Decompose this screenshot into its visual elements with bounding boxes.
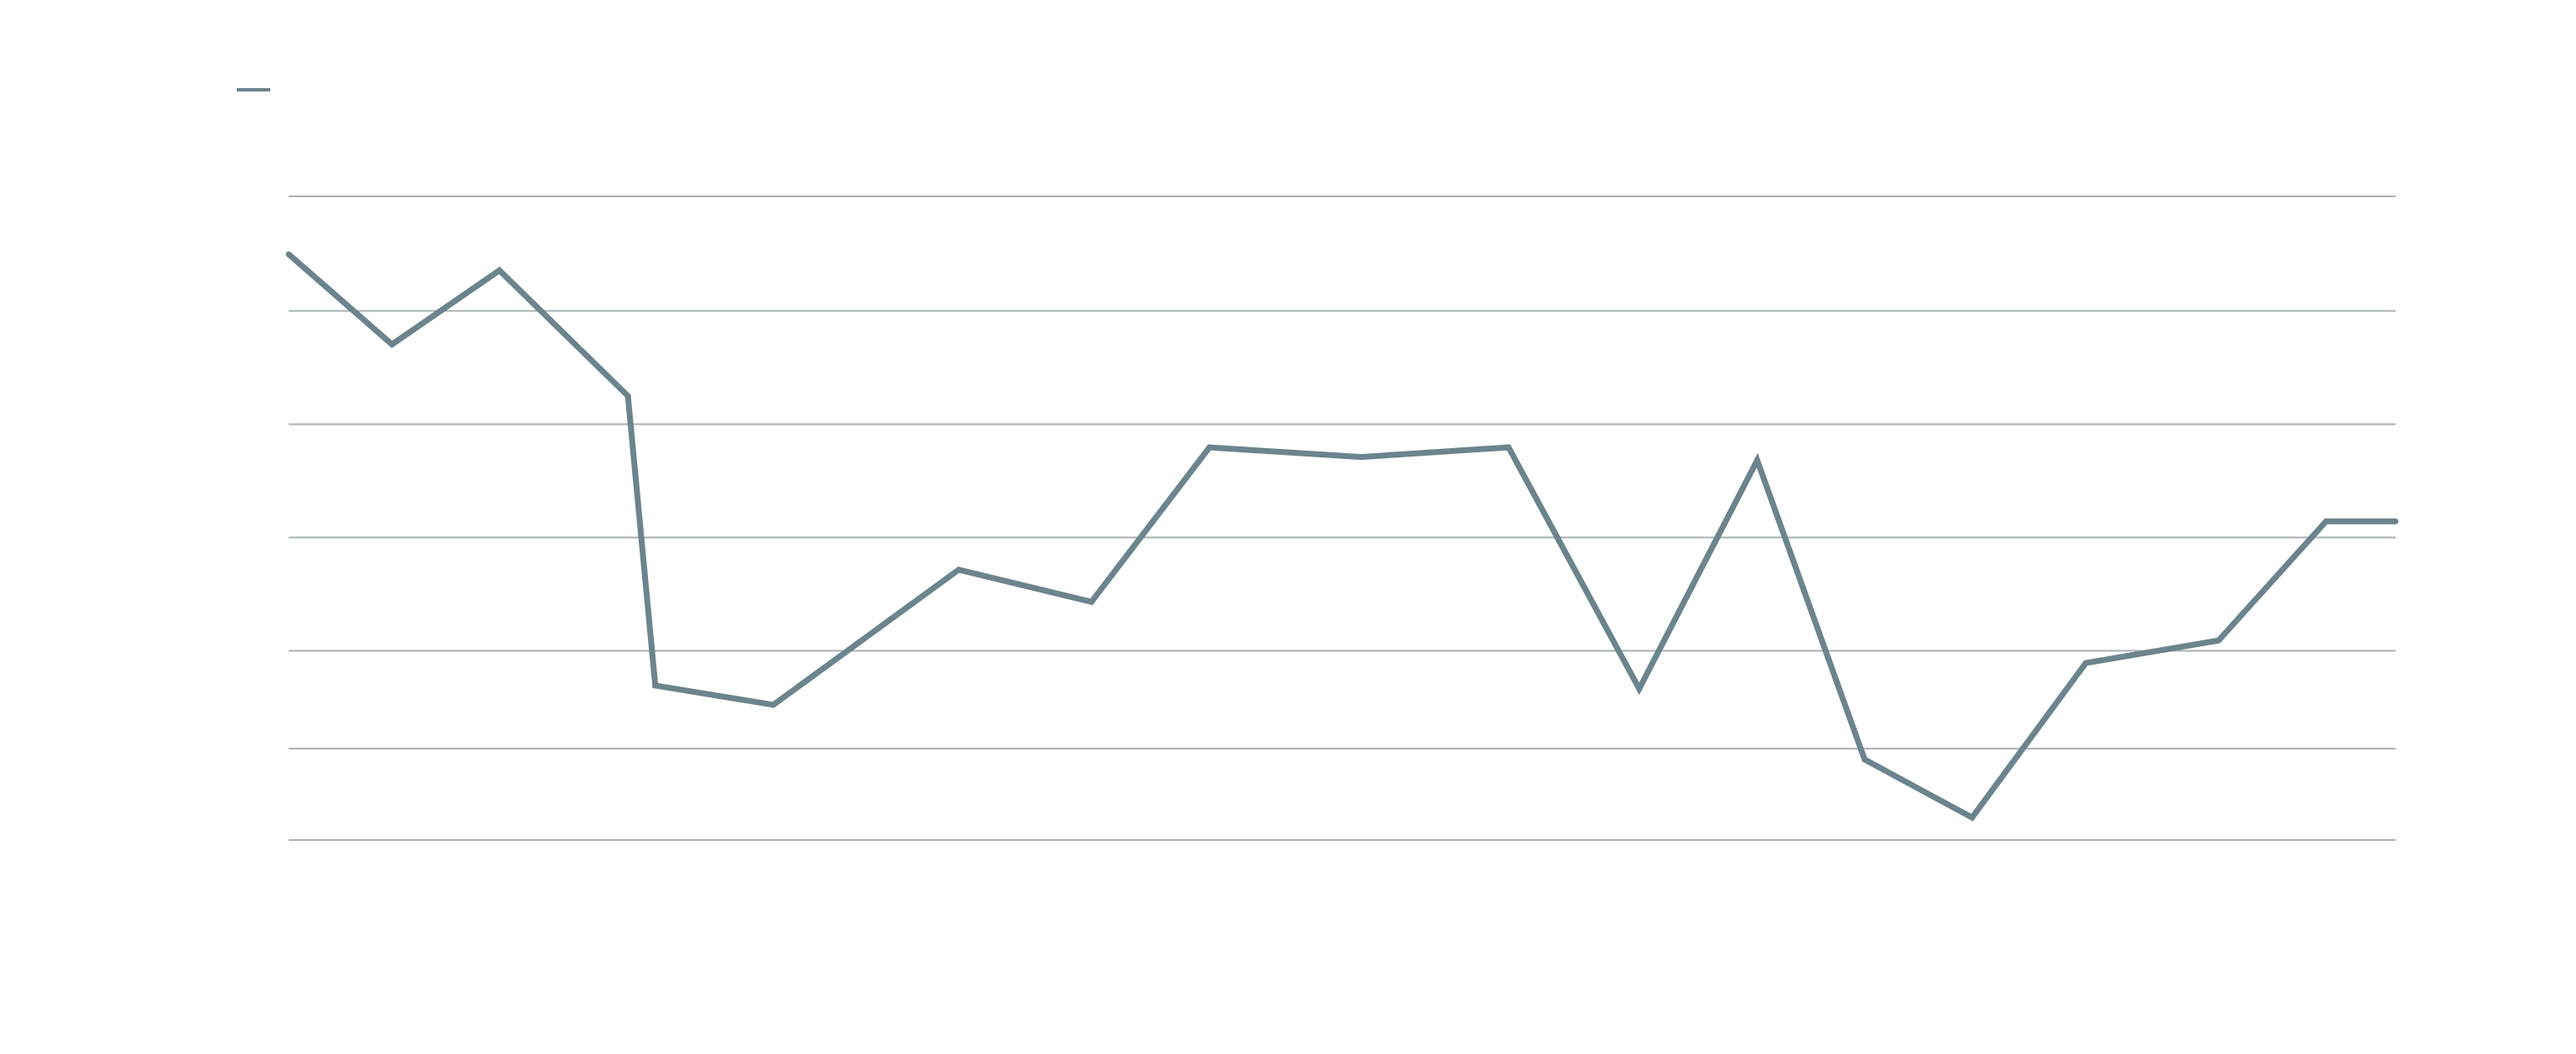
data-point (652, 682, 659, 689)
data-point (1358, 454, 1365, 461)
data-point (389, 341, 395, 347)
data-point (285, 251, 292, 258)
data-point (1206, 444, 1213, 451)
data-point (2215, 637, 2222, 644)
data-point (2323, 518, 2329, 524)
data-point (955, 566, 962, 573)
data-point (1088, 598, 1095, 605)
series-line (286, 252, 2396, 822)
data-point (1861, 756, 1868, 763)
data-point (1968, 814, 1975, 821)
data-point (2392, 518, 2399, 524)
data-point (1753, 457, 1760, 463)
data-point (770, 702, 776, 708)
data-point (1505, 444, 1512, 451)
data-point (496, 267, 503, 274)
data-point (1636, 686, 1643, 692)
gridlines (289, 196, 2396, 841)
data-point (2082, 660, 2089, 666)
data-point (624, 393, 631, 399)
series-group (285, 251, 2399, 822)
